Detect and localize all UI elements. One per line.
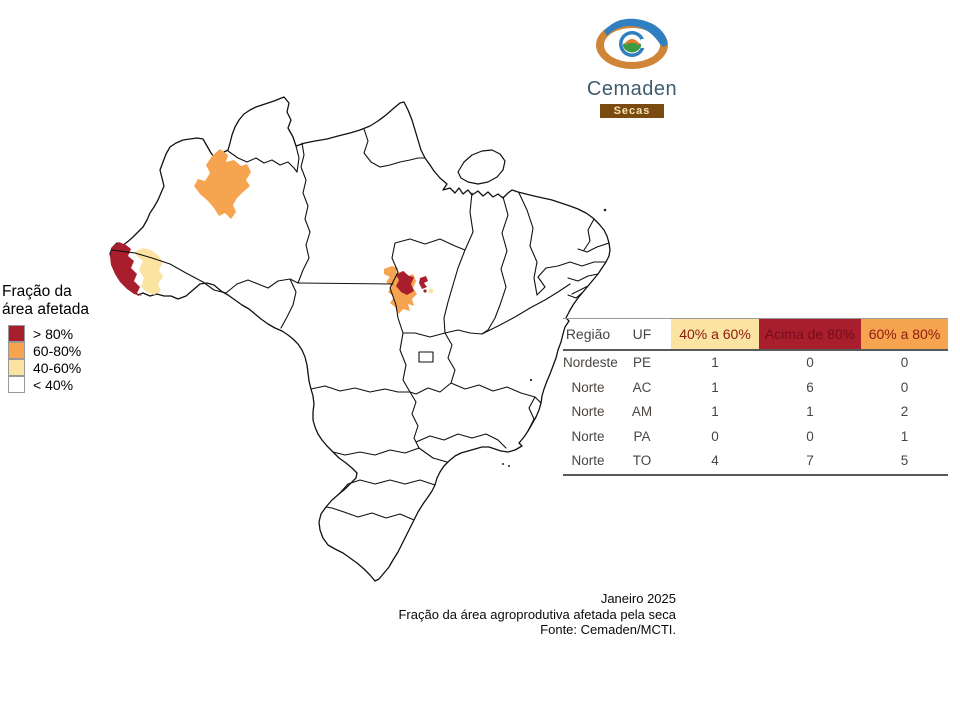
island-dots (502, 208, 607, 467)
caption-date: Janeiro 2025 (600, 591, 676, 606)
col-header-regiao: Região (565, 326, 611, 342)
cell-60-80: 5 (900, 453, 909, 468)
cell-60-80: 1 (900, 428, 909, 444)
municipality-count-table: Região UF 40% a 60% Acima de 80% 60% a 8… (563, 318, 948, 476)
cell-uf: PA (633, 428, 651, 444)
cell-uf: TO (632, 453, 652, 468)
cemaden-secas-logo: Cemaden Secas (584, 16, 680, 119)
legend-swatch-gt80 (8, 325, 25, 342)
patch-small-red (419, 276, 428, 289)
patch-dot-yellow (428, 288, 434, 294)
legend-swatch-40-60 (8, 359, 25, 376)
legend-item-gt80: > 80% (2, 325, 89, 342)
brazil-outline (109, 96, 611, 582)
patch-dot-red (423, 289, 427, 293)
table-row: Norte PA 0 0 1 (563, 425, 948, 450)
cell-60-80: 0 (900, 379, 909, 395)
table-row: Norte AM 1 1 2 (563, 400, 948, 425)
patch-tocantins-red (396, 271, 414, 295)
table-row: Nordeste PE 1 0 0 (563, 351, 948, 376)
patch-acre-red (110, 242, 142, 296)
col-header-acima-80: Acima de 80% (759, 319, 861, 349)
table-header-row: Região UF 40% a 60% Acima de 80% 60% a 8… (563, 319, 948, 351)
col-header-60-80: 60% a 80% (861, 319, 948, 349)
cell-40-60: 1 (711, 379, 719, 395)
legend-label: > 80% (33, 325, 74, 342)
legend-item-60-80: 60-80% (2, 342, 89, 359)
cell-60-80: 2 (900, 404, 909, 419)
caption-title: Fração da área agroprodutiva afetada pel… (398, 606, 676, 622)
col-header-uf: UF (632, 326, 652, 342)
logo-tagline-banner: Secas (599, 104, 665, 118)
caption-source: Fonte: Cemaden/MCTI. (540, 622, 676, 637)
table-row: Norte TO 4 7 5 (563, 449, 948, 476)
legend-item-lt40: < 40% (2, 376, 89, 393)
cell-regiao: Norte (571, 404, 605, 419)
cell-acima-80: 0 (806, 355, 814, 370)
legend-item-40-60: 40-60% (2, 359, 89, 376)
cell-acima-80: 0 (806, 428, 814, 444)
cell-regiao: Norte (571, 453, 605, 468)
legend-swatch-lt40 (8, 376, 25, 393)
cell-acima-80: 7 (806, 453, 814, 468)
cell-60-80: 0 (900, 355, 909, 370)
figure-caption: Janeiro 2025 Fração da área agroprodutiv… (336, 591, 676, 638)
legend-swatch-60-80 (8, 342, 25, 359)
cell-regiao: Norte (571, 379, 605, 395)
cell-uf: AM (631, 404, 653, 419)
legend-label: < 40% (33, 376, 74, 393)
cell-uf: AC (632, 379, 652, 395)
table-row: Norte AC 1 6 0 (563, 376, 948, 401)
cell-regiao: Norte (571, 428, 605, 444)
marajo-island (457, 149, 506, 185)
cell-regiao: Nordeste (563, 355, 618, 370)
legend-title: Fração da área afetada (2, 283, 90, 318)
map-legend: Fração da área afetada > 80% 60-80% 40-6… (2, 283, 89, 393)
col-header-40-60: 40% a 60% (671, 319, 759, 349)
state-borders (111, 128, 610, 521)
cell-40-60: 0 (711, 428, 719, 444)
legend-label: 60-80% (33, 342, 82, 359)
cell-40-60: 1 (711, 355, 719, 370)
logo-brand-text: Cemaden (586, 78, 678, 100)
cell-acima-80: 6 (806, 379, 814, 395)
legend-label: 40-60% (33, 359, 82, 376)
cell-40-60: 4 (711, 453, 719, 468)
cell-40-60: 1 (711, 404, 719, 419)
patch-amazonas-orange (194, 149, 251, 219)
cell-uf: PE (632, 355, 651, 370)
cell-acima-80: 1 (806, 404, 814, 419)
drought-patches (110, 149, 434, 314)
cemaden-eye-icon (596, 18, 668, 69)
